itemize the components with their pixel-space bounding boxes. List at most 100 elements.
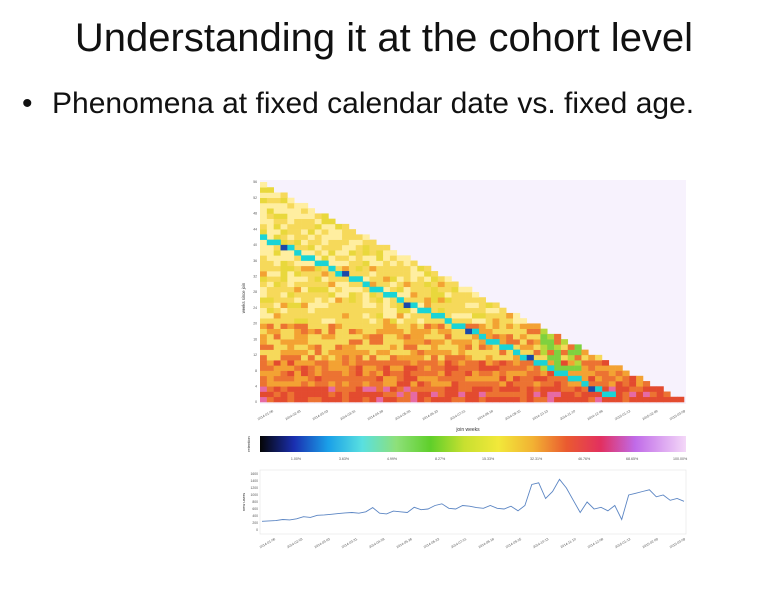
heatmap-cell bbox=[506, 328, 514, 335]
heatmap-cell bbox=[430, 292, 439, 298]
heatmap-cell bbox=[348, 354, 357, 361]
heatmap-cell bbox=[403, 281, 411, 288]
heatmap-cell bbox=[560, 339, 569, 345]
heatmap-cell bbox=[472, 365, 480, 371]
heatmap-cell bbox=[335, 328, 343, 335]
heatmap-cell bbox=[321, 223, 329, 230]
heatmap-cell bbox=[396, 312, 404, 319]
heatmap-cell bbox=[383, 344, 391, 350]
heatmap-cell bbox=[369, 255, 377, 261]
heatmap-cell bbox=[301, 302, 309, 309]
heatmap-cell bbox=[294, 360, 302, 366]
heatmap-cell bbox=[369, 333, 377, 340]
heatmap-cell bbox=[430, 365, 439, 371]
heatmap-cell bbox=[273, 339, 281, 345]
heatmap-cell bbox=[444, 344, 452, 350]
heatmap-cell bbox=[260, 370, 268, 377]
heatmap-cell bbox=[581, 354, 589, 361]
heatmap-cell bbox=[424, 365, 432, 371]
heatmap-cell bbox=[321, 391, 329, 398]
heatmap-cell bbox=[280, 339, 288, 345]
heatmap-cell bbox=[410, 365, 418, 371]
heatmap-cell bbox=[260, 386, 268, 392]
heatmap-cell bbox=[369, 354, 377, 361]
heatmap-cell bbox=[335, 281, 343, 288]
heatmap-cell bbox=[307, 229, 316, 235]
heatmap-cell bbox=[376, 255, 384, 261]
heatmap-cell bbox=[472, 344, 480, 350]
heatmap-cell bbox=[396, 354, 404, 361]
heatmap-cell bbox=[342, 333, 350, 340]
heatmap-diagonal-cell bbox=[485, 339, 493, 345]
line-date-label: 2014-02-03 bbox=[286, 537, 303, 549]
heatmap-cell bbox=[266, 229, 274, 235]
heatmap-cell bbox=[444, 286, 452, 293]
heatmap-cell bbox=[348, 375, 357, 382]
heatmap-cell bbox=[301, 208, 309, 214]
heatmap-cell bbox=[533, 396, 541, 403]
heatmap-cell bbox=[273, 229, 281, 235]
heatmap-cell bbox=[478, 396, 486, 403]
heatmap-cell bbox=[348, 292, 357, 298]
heatmap-cell bbox=[383, 375, 391, 382]
heatmap-cell bbox=[636, 396, 644, 403]
heatmap-cell bbox=[301, 386, 309, 392]
heatmap-cell bbox=[369, 292, 377, 298]
heatmap-cell bbox=[437, 307, 445, 314]
heatmap-cell bbox=[314, 375, 322, 382]
heatmap-cell bbox=[430, 286, 439, 293]
heatmap-cell bbox=[321, 239, 329, 246]
heatmap-cell bbox=[266, 328, 274, 335]
heatmap-cell bbox=[403, 260, 411, 267]
heatmap-cell bbox=[301, 349, 309, 356]
heatmap-cell bbox=[519, 381, 528, 387]
heatmap-cell bbox=[451, 281, 459, 288]
heatmap-cell bbox=[307, 213, 316, 219]
heatmap-diagonal-cell bbox=[506, 344, 514, 350]
heatmap-cell bbox=[301, 370, 309, 377]
heatmap-cell bbox=[601, 365, 610, 371]
heatmap-cell bbox=[369, 318, 377, 324]
heatmap-cell bbox=[355, 391, 363, 398]
heatmap-cell bbox=[540, 396, 548, 403]
heatmap-cell bbox=[547, 349, 555, 356]
heatmap-cell bbox=[615, 365, 623, 371]
heatmap-cell bbox=[547, 381, 555, 387]
heatmap-cell bbox=[273, 370, 281, 377]
heatmap-cell bbox=[649, 396, 657, 403]
heatmap-cell bbox=[287, 197, 295, 204]
heatmap-cell bbox=[369, 312, 377, 319]
heatmap-cell bbox=[335, 292, 343, 298]
heatmap-cell bbox=[362, 328, 370, 335]
heatmap-cell bbox=[430, 344, 439, 350]
heatmap-cell bbox=[321, 375, 329, 382]
heatmap-cell bbox=[383, 333, 391, 340]
heatmap-cell bbox=[314, 239, 322, 246]
heatmap-cell bbox=[437, 381, 445, 387]
heatmap-cell bbox=[369, 281, 377, 288]
heatmap-cell bbox=[437, 339, 445, 345]
colorbar-tick-label: 4.99% bbox=[387, 457, 398, 461]
heatmap-cell bbox=[260, 276, 268, 282]
heatmap-cell bbox=[266, 375, 274, 382]
heatmap-cell bbox=[321, 396, 329, 403]
heatmap-cell bbox=[396, 271, 404, 277]
line-date-label: 2014-11-10 bbox=[560, 537, 577, 549]
heatmap-cell bbox=[410, 370, 418, 377]
heatmap-cell bbox=[369, 365, 377, 371]
heatmap-cell bbox=[273, 328, 281, 335]
line-date-label: 2015-02-09 bbox=[642, 537, 659, 549]
heatmap-cell bbox=[287, 307, 295, 314]
heatmap-cell bbox=[478, 375, 486, 382]
bullet-text: Phenomena at fixed calendar date vs. fix… bbox=[52, 87, 695, 120]
heatmap-ytick-label: 52 bbox=[253, 196, 257, 200]
heatmap-cell bbox=[369, 381, 377, 387]
heatmap-cell bbox=[451, 381, 459, 387]
heatmap-cell bbox=[287, 381, 295, 387]
heatmap-cell bbox=[574, 344, 582, 350]
heatmap-cell bbox=[362, 323, 370, 329]
heatmap-cell bbox=[362, 386, 370, 392]
heatmap-cell bbox=[588, 396, 596, 403]
heatmap-cell bbox=[376, 360, 384, 366]
heatmap-cell bbox=[307, 339, 316, 345]
